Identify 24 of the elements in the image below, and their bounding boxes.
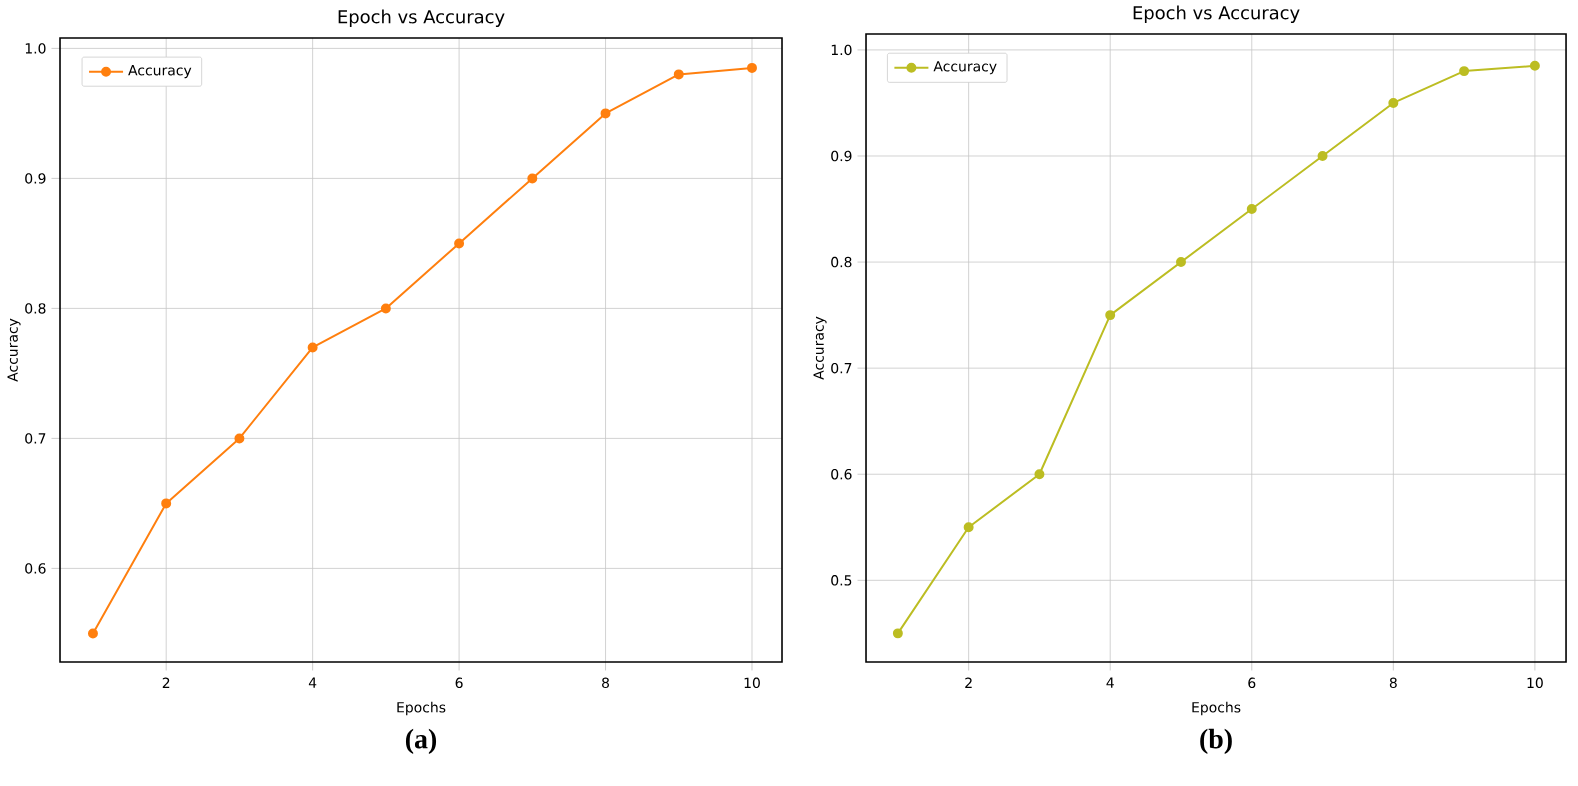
point [234, 433, 245, 444]
point [1317, 151, 1328, 161]
point [892, 628, 903, 639]
point [1246, 204, 1257, 215]
chart-title: Epoch vs Accuracy [1133, 5, 1300, 23]
point [673, 69, 684, 80]
point [527, 173, 538, 184]
point [600, 108, 611, 119]
point [1034, 469, 1045, 480]
chart-title: Epoch vs Accuracy [338, 9, 505, 27]
text: (b) [1200, 728, 1232, 755]
point [454, 238, 465, 249]
point [963, 522, 974, 533]
point [1459, 66, 1470, 77]
point [380, 303, 391, 314]
point [1105, 310, 1116, 321]
point [1529, 60, 1540, 71]
point [87, 628, 98, 639]
point [747, 62, 757, 73]
point [161, 498, 172, 509]
point [1388, 97, 1399, 108]
text: (a) [405, 728, 437, 755]
point [1176, 257, 1186, 268]
point [307, 342, 318, 353]
